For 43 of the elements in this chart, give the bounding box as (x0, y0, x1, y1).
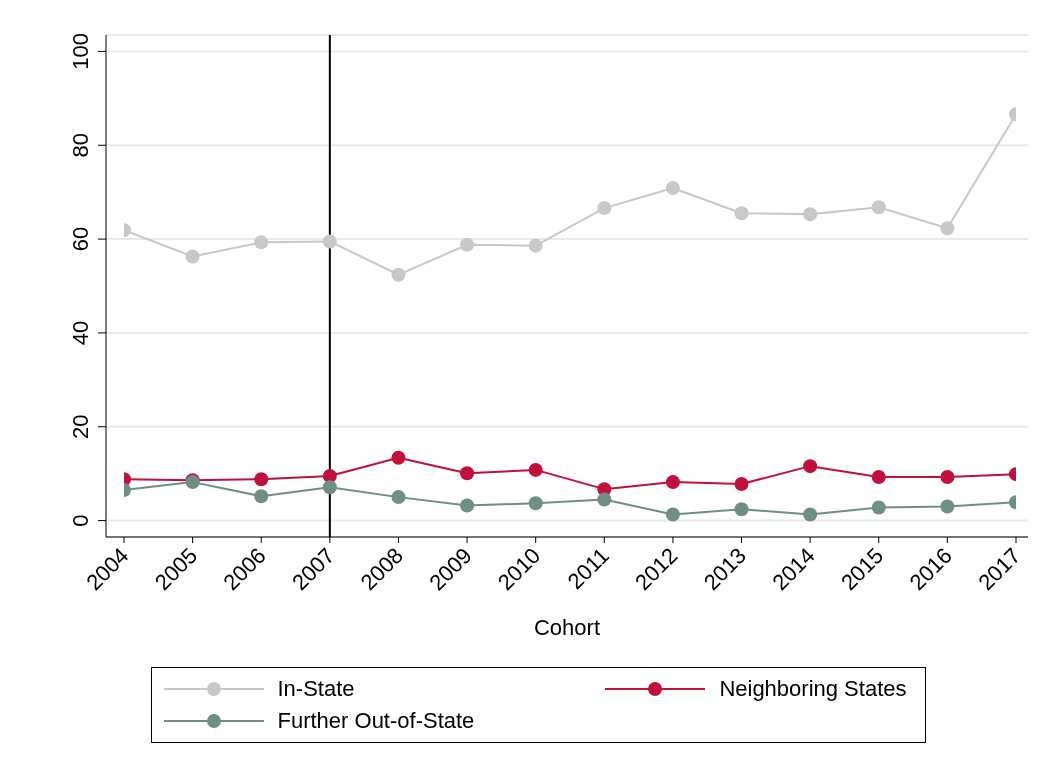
point (665, 475, 680, 490)
point (734, 502, 749, 517)
point (940, 499, 955, 514)
point (528, 496, 543, 511)
point (803, 459, 818, 474)
point (391, 267, 406, 282)
point (528, 462, 543, 477)
point (734, 476, 749, 491)
point (803, 507, 818, 522)
point (322, 480, 337, 495)
legend-label: Neighboring States (719, 676, 907, 702)
point (665, 180, 680, 195)
point (391, 450, 406, 465)
point (665, 507, 680, 522)
point (322, 234, 337, 249)
legend-label: Further Out-of-State (277, 708, 475, 734)
point (254, 489, 269, 504)
y-tick-label: 20 (68, 414, 93, 439)
legend-label: In-State (277, 676, 355, 702)
y-tick-label: 60 (68, 226, 93, 252)
point (803, 207, 818, 222)
point (528, 238, 543, 253)
point (871, 500, 886, 515)
point (254, 472, 269, 487)
point (940, 221, 955, 236)
point (391, 490, 406, 505)
x-axis-title: Cohort (533, 615, 601, 640)
point (734, 206, 749, 221)
point (460, 237, 475, 252)
y-tick-label: 80 (68, 133, 93, 158)
point (597, 492, 612, 507)
point (871, 469, 886, 484)
point (940, 469, 955, 484)
point (460, 466, 475, 481)
point (322, 469, 337, 484)
y-tick-label: 100 (68, 33, 93, 70)
point (185, 249, 200, 264)
point (597, 201, 612, 216)
point (460, 498, 475, 513)
point (871, 200, 886, 215)
point (254, 235, 269, 250)
y-tick-label: 0 (68, 514, 93, 527)
y-tick-label: 40 (68, 320, 93, 346)
